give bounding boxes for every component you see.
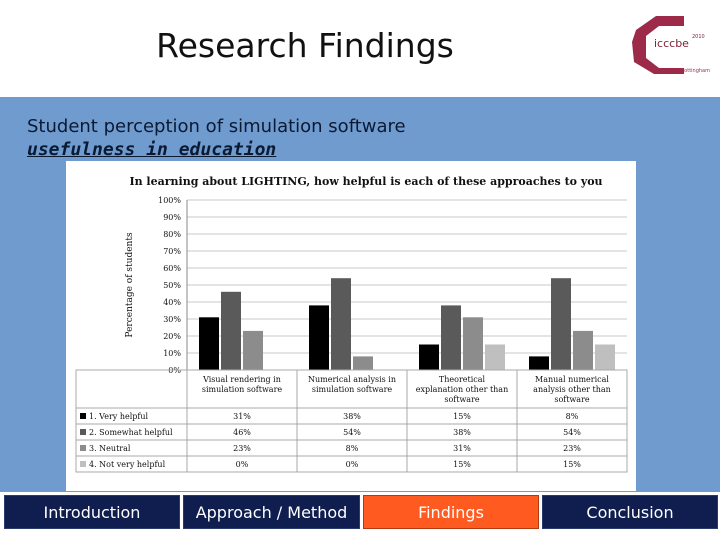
logo-tagline: nottingham [681, 68, 710, 74]
data-label: 31% [453, 444, 471, 453]
y-tick-label: 20% [163, 332, 181, 341]
data-label: 31% [233, 412, 251, 421]
bar-3-1 [243, 330, 263, 370]
x-category-label: Manual numerical analysis other than softw… [533, 375, 611, 404]
bar-2-1 [221, 291, 241, 370]
data-label: 0% [236, 460, 249, 469]
bar-3-4 [573, 330, 593, 370]
logo-text: icccbe [654, 37, 689, 50]
x-category-label: Theoretical explanation other than softwar… [416, 375, 508, 404]
nav-approach-method[interactable]: Approach / Method [183, 495, 360, 529]
data-label: 15% [453, 412, 471, 421]
data-label: 46% [233, 428, 251, 437]
data-label: 54% [343, 428, 361, 437]
data-label: 23% [563, 444, 581, 453]
nav-findings[interactable]: Findings [363, 495, 539, 529]
y-tick-label: 10% [163, 349, 181, 358]
legend-label-2: 2. Somewhat helpful [89, 428, 173, 437]
conference-logo: icccbe 2010 nottingham [626, 12, 712, 78]
y-tick-label: 40% [163, 298, 181, 307]
bar-1-3 [419, 344, 439, 370]
y-axis-label: Percentage of students [125, 232, 135, 338]
bar-3-3 [463, 317, 483, 370]
y-tick-label: 30% [163, 315, 181, 324]
legend-swatch-4 [80, 461, 86, 467]
data-label: 38% [453, 428, 471, 437]
data-label: 8% [566, 412, 579, 421]
bar-4-3 [485, 344, 505, 370]
chart-panel: In learning about LIGHTING, how helpful … [66, 161, 636, 491]
subtitle-line-2: usefulness in education [27, 139, 277, 160]
x-category-label: Visual rendering in simulation software [202, 375, 283, 394]
chart-title: In learning about LIGHTING, how helpful … [129, 175, 602, 188]
legend-swatch-2 [80, 429, 86, 435]
bar-4-4 [595, 344, 615, 370]
subtitle-line-1: Student perception of simulation softwar… [27, 116, 406, 137]
data-label: 15% [563, 460, 581, 469]
y-tick-label: 90% [163, 213, 181, 222]
logo-hexagon-icon: icccbe 2010 nottingham [632, 16, 710, 74]
y-tick-label: 80% [163, 230, 181, 239]
data-label: 38% [343, 412, 361, 421]
bar-1-1 [199, 317, 219, 370]
data-label: 0% [346, 460, 359, 469]
bar-2-3 [441, 305, 461, 370]
nav-introduction[interactable]: Introduction [4, 495, 180, 529]
data-label: 23% [233, 444, 251, 453]
data-label: 54% [563, 428, 581, 437]
y-tick-label: 70% [163, 247, 181, 256]
y-tick-label: 50% [163, 281, 181, 290]
section-nav: Introduction Approach / Method Findings … [0, 492, 720, 540]
bar-chart: In learning about LIGHTING, how helpful … [75, 175, 628, 473]
legend-label-3: 3. Neutral [89, 444, 131, 453]
y-tick-label: 100% [158, 196, 181, 205]
legend-label-1: 1. Very helpful [89, 412, 149, 421]
bar-2-4 [551, 278, 571, 370]
slide-title: Research Findings [156, 26, 454, 65]
nav-conclusion[interactable]: Conclusion [542, 495, 718, 529]
bar-3-2 [353, 356, 373, 370]
logo-year: 2010 [692, 34, 705, 40]
bar-1-2 [309, 305, 329, 370]
y-tick-label: 60% [163, 264, 181, 273]
bar-2-2 [331, 278, 351, 370]
legend-swatch-1 [80, 413, 86, 419]
data-label: 8% [346, 444, 359, 453]
legend-label-4: 4. Not very helpful [89, 460, 166, 469]
data-label: 15% [453, 460, 471, 469]
x-category-label: Numerical analysis in simulation software [308, 375, 396, 394]
legend-swatch-3 [80, 445, 86, 451]
bar-1-4 [529, 356, 549, 370]
